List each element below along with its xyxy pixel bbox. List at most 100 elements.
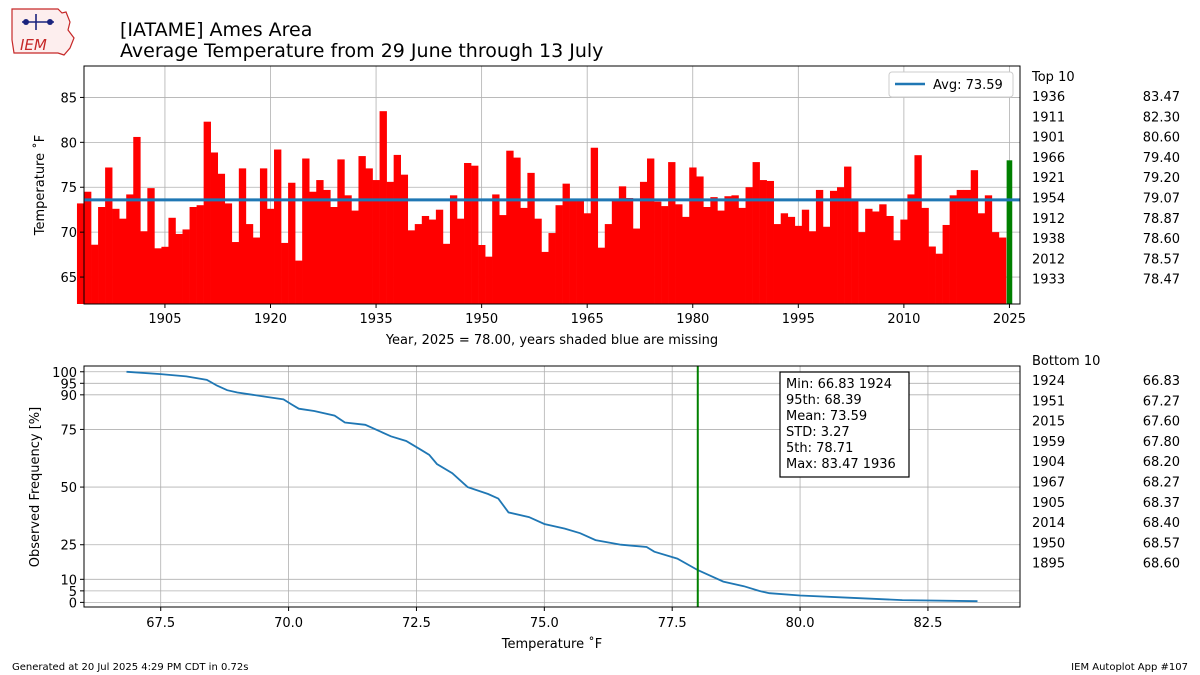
bottom-10-row-value: 68.40 — [1143, 516, 1180, 531]
bar — [302, 158, 310, 304]
frequency-chart-frame — [83, 365, 1021, 608]
y-tick-label: 70 — [60, 226, 77, 241]
bar — [140, 231, 148, 304]
bar — [984, 195, 993, 304]
frequency-line — [126, 370, 978, 603]
bar — [752, 162, 760, 304]
bar — [492, 194, 500, 304]
bar — [119, 218, 127, 304]
bar — [520, 207, 528, 304]
stats-max: Max: 83.47 1936 — [786, 457, 896, 472]
x-tick-label: 70.0 — [274, 616, 303, 631]
x-tick-label: 82.5 — [913, 616, 942, 631]
bar — [175, 233, 183, 304]
bar — [611, 200, 620, 304]
bar — [815, 189, 824, 304]
top-10-row-year: 1936 — [1032, 90, 1065, 105]
frequency-chart-x-ticks: 67.5 70.0 72.5 75.0 77.5 80.0 82.5 — [146, 607, 942, 631]
y-tick-label: 75 — [60, 181, 77, 196]
frequency-chart-x-label: Temperature ˚F — [501, 636, 602, 652]
x-tick-label: 1950 — [465, 312, 498, 327]
bar-chart-frame — [83, 65, 1021, 305]
bar — [105, 167, 113, 304]
stats-95th: 95th: 68.39 — [786, 393, 862, 408]
logo-text: IEM — [20, 36, 47, 54]
bar — [654, 201, 662, 304]
footer-app: IEM Autoplot App #107 — [1071, 662, 1188, 673]
bar — [196, 205, 204, 304]
y-tick-label: 85 — [60, 91, 77, 106]
bottom-10-row-value: 68.27 — [1143, 476, 1180, 491]
x-tick-label: 1920 — [254, 312, 287, 327]
bottom-10-row-year: 1904 — [1032, 455, 1065, 470]
bar — [604, 224, 613, 304]
bar — [583, 213, 592, 304]
bar — [548, 233, 556, 304]
bar — [126, 194, 134, 304]
bar — [858, 232, 866, 304]
bar — [668, 162, 676, 304]
y-tick-label: 5 — [69, 585, 77, 600]
bar — [998, 237, 1007, 304]
top-10-row-value: 80.60 — [1143, 131, 1180, 146]
bar — [485, 256, 493, 304]
bar — [597, 247, 606, 304]
bottom-10-row-value: 68.37 — [1143, 496, 1180, 511]
bottom-10-row-year: 1951 — [1032, 394, 1065, 409]
bar — [91, 244, 99, 304]
bar — [632, 228, 641, 304]
bar — [534, 218, 542, 304]
y-tick-label: 0 — [69, 596, 77, 611]
top-10-row-value: 78.87 — [1143, 212, 1180, 227]
bar — [442, 243, 451, 304]
bar — [259, 168, 268, 304]
bar — [351, 210, 359, 304]
stats-mean: Mean: 73.59 — [786, 409, 867, 424]
legend-label: Avg: 73.59 — [933, 78, 1003, 93]
bar — [168, 217, 176, 304]
bottom-10-row-year: 1924 — [1032, 374, 1065, 389]
bar — [886, 215, 894, 304]
bar — [147, 188, 155, 304]
bar — [393, 154, 401, 304]
bar — [154, 248, 162, 304]
bar — [928, 246, 936, 304]
bottom-10-row-value: 68.60 — [1143, 557, 1180, 572]
bar — [682, 216, 690, 304]
bar — [266, 208, 275, 304]
bar — [414, 224, 423, 304]
top-10-row-value: 82.30 — [1143, 110, 1180, 125]
x-tick-label: 1935 — [360, 312, 393, 327]
bar — [238, 168, 247, 304]
bar — [309, 191, 317, 304]
bar — [344, 195, 352, 304]
bar — [618, 186, 627, 304]
x-tick-label: 1965 — [571, 312, 604, 327]
stats-5th: 5th: 78.71 — [786, 441, 853, 456]
bar — [421, 215, 430, 304]
bar — [295, 260, 303, 304]
bar — [274, 149, 282, 304]
legend-box — [888, 71, 1014, 98]
bar-current-year — [1006, 160, 1013, 304]
bar — [970, 170, 979, 304]
x-tick-label: 2025 — [993, 312, 1026, 327]
iem-logo: IEM — [11, 8, 75, 56]
bar — [935, 253, 943, 304]
bar-chart-x-ticks: 1905 1920 1935 1950 1965 1980 1995 2010 2025 — [148, 304, 1026, 327]
bar — [801, 209, 810, 304]
bar-chart-x-label: Year, 2025 = 78.00, years shaded blue ar… — [385, 333, 718, 348]
bar — [499, 215, 507, 304]
top-10-title: Top 10 — [1031, 70, 1075, 85]
bar — [865, 208, 873, 304]
bottom-10-table: Bottom 10 1924 66.83 1951 67.27 2015 67.60 195… — [1032, 354, 1180, 572]
bar — [724, 196, 732, 304]
bar — [358, 156, 366, 304]
chart-title-line2: Average Temperature from 29 June through… — [120, 40, 603, 62]
bar — [513, 157, 521, 304]
top-10-row-year: 1912 — [1032, 212, 1065, 227]
x-tick-label: 77.5 — [658, 616, 687, 631]
bar-series — [76, 111, 1013, 305]
